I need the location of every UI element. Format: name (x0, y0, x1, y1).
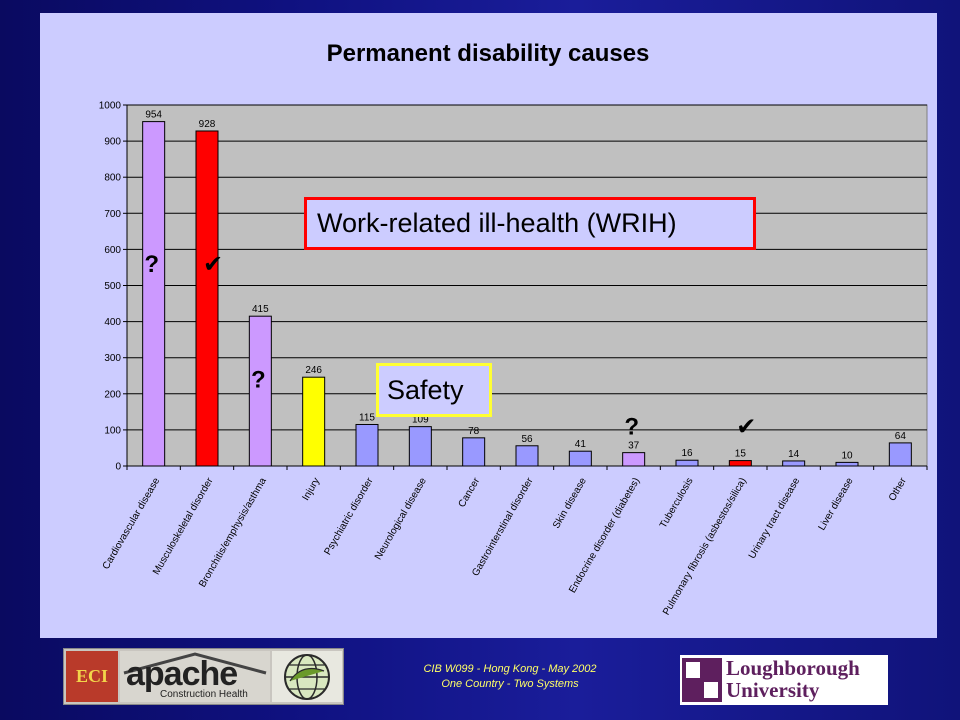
footer-line-1: CIB W099 - Hong Kong - May 2002 (423, 663, 597, 675)
chart-title: Permanent disability causes (327, 40, 650, 67)
data-label: 64 (895, 431, 907, 442)
bar (782, 460, 806, 467)
y-tick-label: 300 (104, 353, 121, 364)
x-tick-label: Cardiovascular disease (101, 476, 163, 572)
bar (515, 445, 539, 467)
x-tick-label: Skin disease (551, 476, 589, 531)
bar (835, 461, 859, 467)
bar (675, 459, 699, 467)
apache-subtitle: Construction Health (160, 689, 248, 700)
y-tick-label: 600 (104, 245, 121, 256)
apache-logo-strip: ECI apache Construction Health (63, 648, 344, 705)
university-crest-icon (682, 658, 722, 702)
data-label: 10 (841, 450, 853, 461)
loughborough-logo: Loughborough University (680, 655, 888, 705)
x-tick-label: Other (887, 475, 909, 503)
check-mark-icon: ✔ (736, 412, 756, 440)
footer-line-2: One Country - Two Systems (441, 678, 579, 690)
y-tick-label: 1000 (99, 101, 122, 112)
apache-wordmark: apache (126, 655, 238, 693)
x-tick-label: Cancer (457, 475, 483, 509)
x-tick-label: Neurological disease (373, 476, 429, 562)
cib-globe-icon (284, 654, 330, 700)
y-tick-label: 100 (104, 425, 121, 436)
university-name-line-1: Loughborough (726, 656, 860, 680)
data-label: 928 (199, 119, 216, 130)
bar (302, 376, 326, 467)
x-tick-label: Musculoskeletal disorder (151, 475, 216, 576)
y-tick-label: 500 (104, 281, 121, 292)
bar (728, 460, 752, 467)
data-label: 15 (735, 449, 747, 460)
y-tick-label: 200 (104, 389, 121, 400)
data-label: 41 (575, 439, 587, 450)
footer-caption: CIB W099 - Hong Kong - May 2002 One Coun… (380, 662, 640, 692)
cib-logo (272, 651, 342, 702)
bar (888, 442, 912, 467)
bar (248, 315, 272, 467)
x-tick-label: Injury (301, 476, 323, 503)
data-label: 37 (628, 441, 640, 452)
y-tick-label: 700 (104, 209, 121, 220)
y-tick-label: 0 (115, 462, 121, 473)
x-tick-label: Liver disease (817, 476, 856, 533)
footer: ECI apache Construction Health CIB W099 … (0, 640, 960, 720)
data-label: 109 (412, 415, 429, 426)
apache-logo: apache Construction Health (120, 651, 270, 702)
question-mark: ? (624, 413, 639, 440)
data-label: 954 (145, 110, 162, 121)
check-mark-icon: ✔ (203, 250, 223, 278)
x-tick-label: Gastrointerstinal disorder (470, 475, 536, 578)
data-label: 115 (359, 412, 375, 423)
data-label: 415 (252, 304, 269, 315)
x-tick-label: Psychiatric disorder (322, 475, 375, 557)
data-label: 56 (521, 434, 533, 445)
apache-house-icon (123, 652, 267, 675)
y-tick-label: 400 (104, 317, 121, 328)
question-mark: ? (144, 251, 159, 278)
bar (568, 450, 592, 467)
bar (195, 130, 219, 467)
callout-safety: Safety (376, 363, 492, 417)
data-label: 16 (681, 448, 693, 459)
slide-panel: Permanent disability causes 0 100 200 300 400… (40, 13, 937, 638)
university-name-line-2: University (726, 678, 820, 702)
data-label: 246 (305, 365, 322, 376)
data-label: 14 (788, 449, 800, 460)
x-tick-label: Urinary tract disease (747, 476, 803, 561)
data-label: 78 (468, 426, 480, 437)
eci-logo: ECI (66, 651, 118, 702)
question-mark: ? (251, 366, 266, 393)
bar (462, 437, 486, 467)
bar (355, 423, 379, 467)
bar (622, 452, 646, 467)
callout-wrih: Work-related ill-health (WRIH) (304, 197, 756, 250)
bar (408, 426, 432, 467)
bar (142, 121, 166, 467)
y-tick-label: 900 (104, 137, 121, 148)
y-tick-label: 800 (104, 173, 121, 184)
x-tick-label: Tuberculosis (658, 476, 696, 530)
bar-chart: Permanent disability causes 0 100 200 300 400… (99, 40, 928, 617)
